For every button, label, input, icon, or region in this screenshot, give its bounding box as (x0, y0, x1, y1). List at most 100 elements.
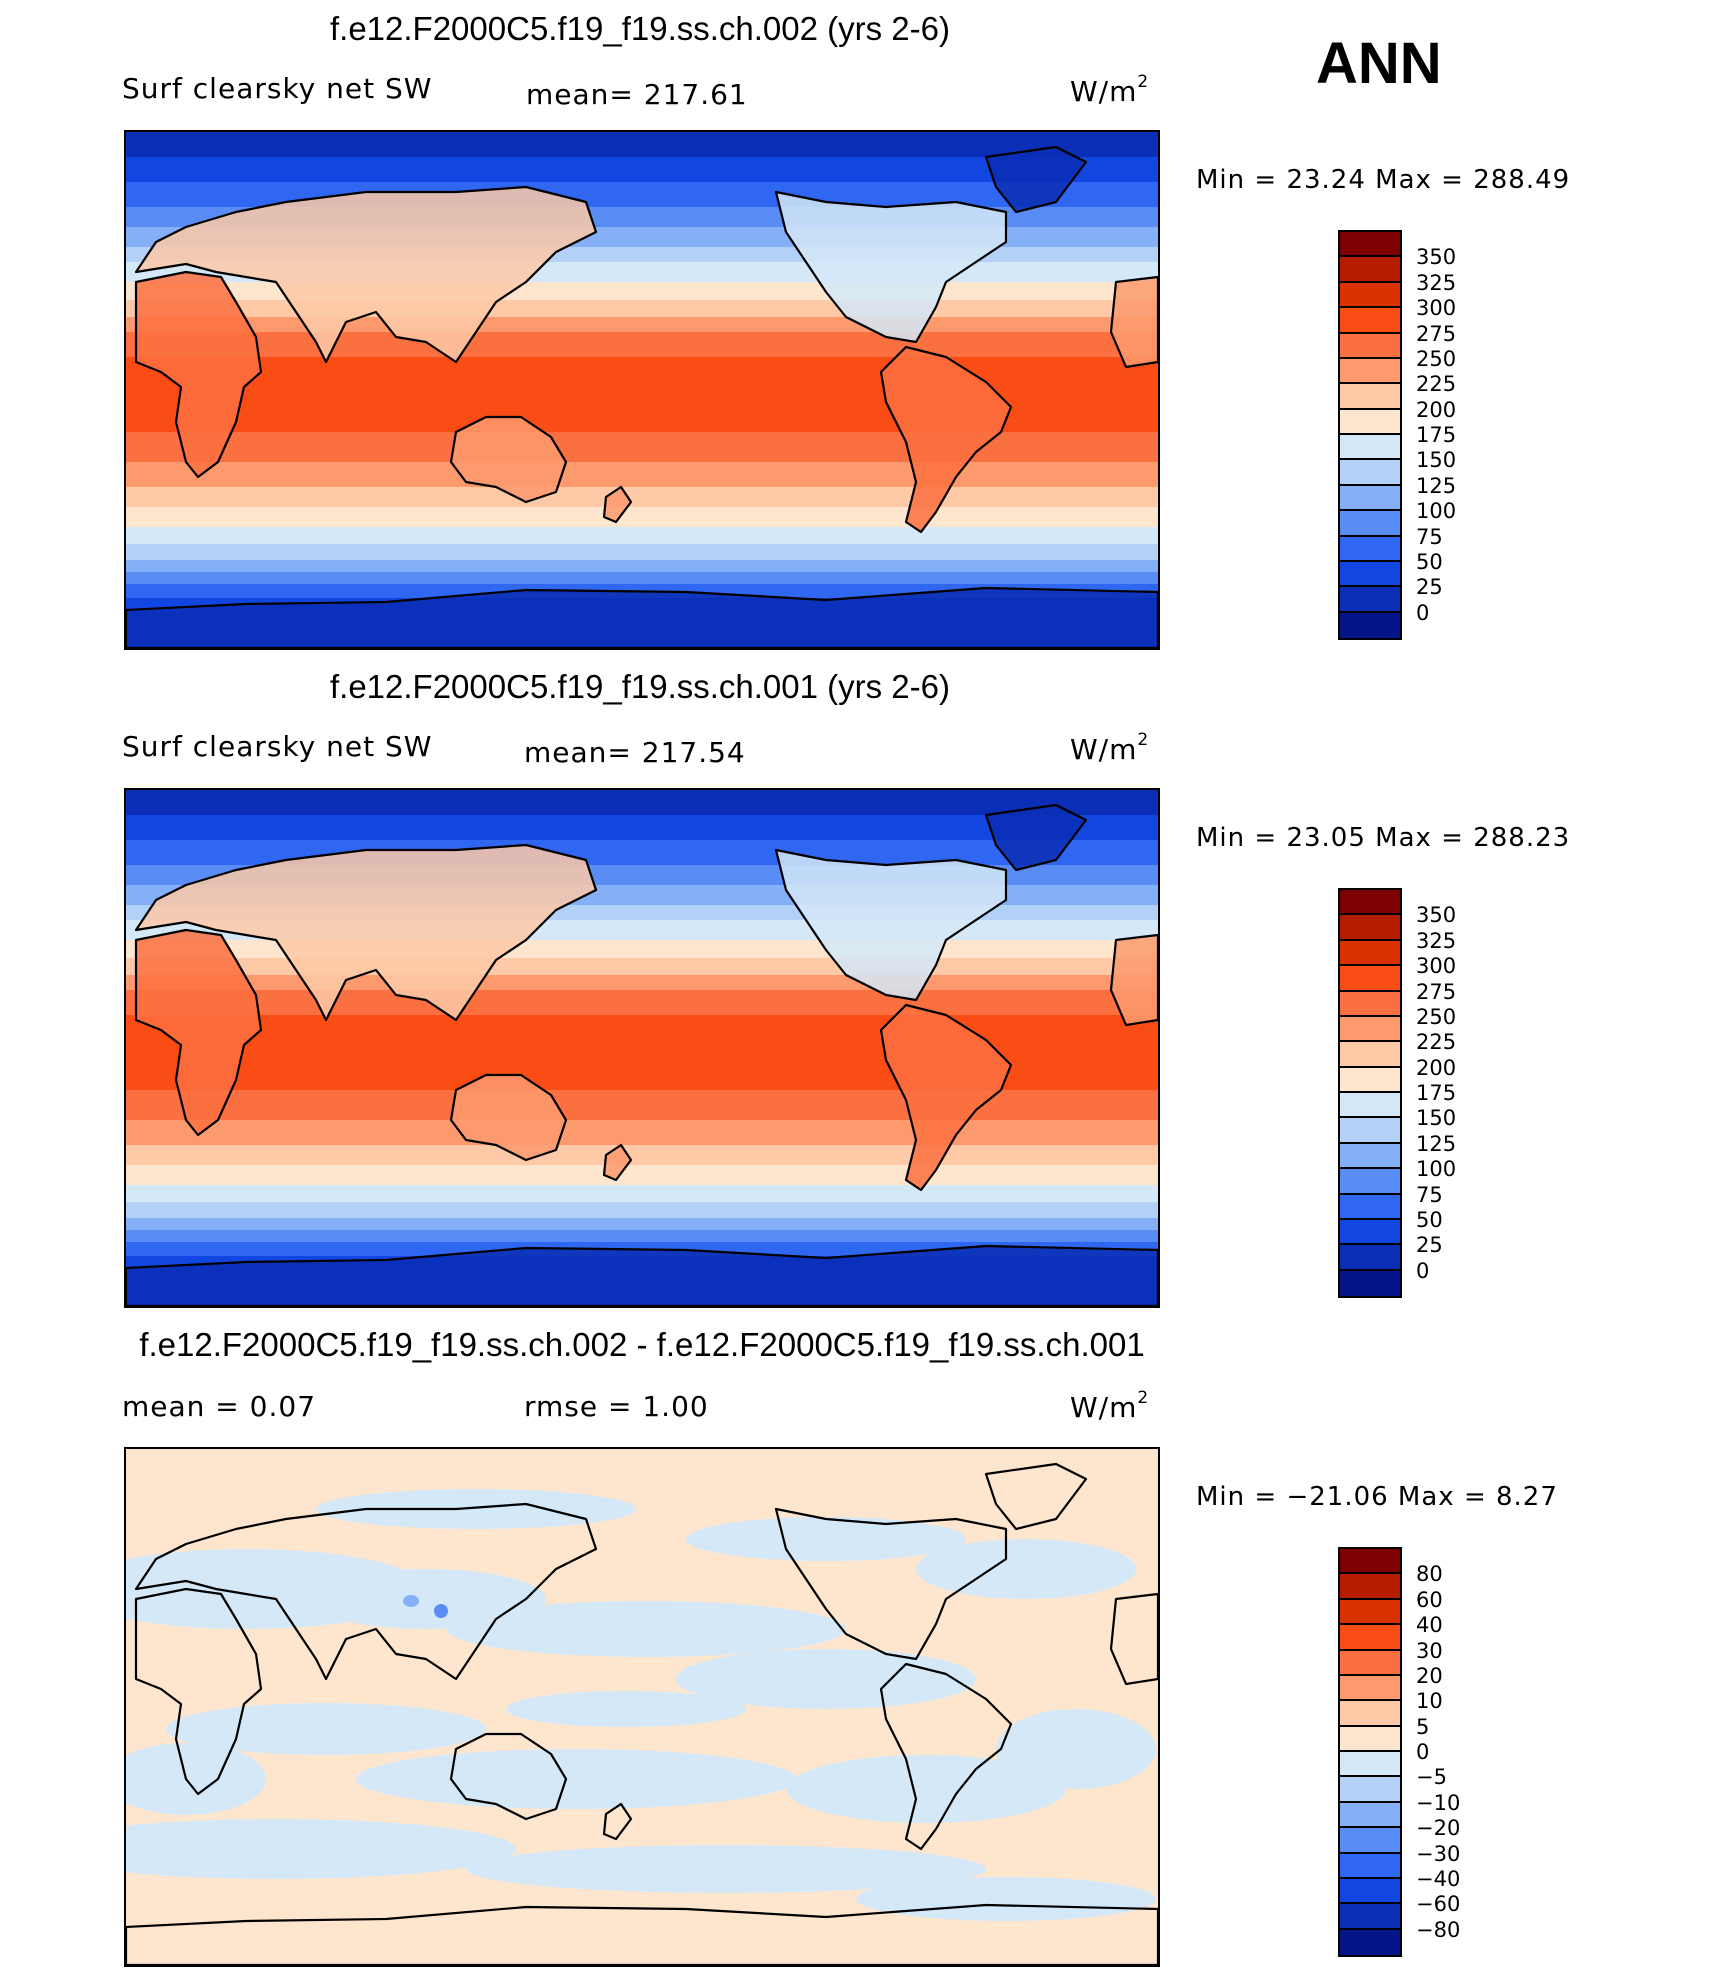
land-shade (881, 347, 1011, 532)
panel-3-colorbar-labels: 80 60 40 30 20 10 5 0 −5 −10 −20 −30 −40 −60 −80 (1416, 1547, 1536, 1957)
colorbar-swatch (1340, 1599, 1400, 1626)
panel-1-title: f.e12.F2000C5.f19_f19.ss.ch.002 (yrs 2-6… (329, 10, 950, 47)
colorbar-tick-label: −80 (1416, 1917, 1461, 1942)
colorbar-tick-label: 75 (1416, 524, 1443, 549)
colorbar-tick-label: 60 (1416, 1587, 1443, 1612)
colorbar-swatch (1340, 308, 1400, 334)
colorbar-swatch (1340, 587, 1400, 613)
colorbar-swatch (1340, 1042, 1400, 1068)
map-band (126, 527, 1158, 544)
panel-2-minmax: Min = 23.05 Max = 288.23 (1196, 823, 1571, 853)
colorbar-swatch (1340, 1067, 1400, 1093)
difference-blob (434, 1604, 448, 1618)
colorbar-tick-label: 0 (1416, 1740, 1430, 1764)
panel-1-map (124, 130, 1160, 650)
panel-2-variable: Surf clearsky net SW (122, 730, 433, 763)
colorbar-tick-label: 350 (1416, 245, 1457, 270)
coastline (134, 270, 263, 479)
colorbar-tick-label: 0 (1416, 600, 1430, 625)
coastline (134, 928, 263, 1137)
colorbar-swatch (1340, 1752, 1400, 1778)
map-band (126, 1230, 1158, 1242)
coastline (1109, 275, 1158, 369)
season-label: ANN (1316, 31, 1442, 96)
colorbar-tick-label: 20 (1416, 1663, 1443, 1688)
panel-1-colorbar (1338, 230, 1402, 640)
colorbar-tick-label: −20 (1416, 1816, 1461, 1841)
colorbar-swatch (1340, 536, 1400, 562)
colorbar-tick-label: 225 (1416, 1030, 1457, 1055)
difference-blob (856, 1877, 1156, 1921)
panel-3-map (124, 1447, 1160, 1967)
panel-2-map-svg (126, 790, 1158, 1306)
colorbar-tick-label: 250 (1416, 1004, 1457, 1029)
colorbar-swatch (1340, 1777, 1400, 1803)
coastline (879, 345, 1013, 534)
map-band (126, 462, 1158, 487)
colorbar-swatch (1340, 1853, 1400, 1879)
coastline (134, 185, 598, 364)
coastline (774, 848, 1008, 1002)
coastline (602, 1143, 633, 1182)
map-band (126, 1165, 1158, 1185)
land-shade (136, 930, 261, 1135)
colorbar-swatch (1340, 1093, 1400, 1119)
map-band (126, 332, 1158, 357)
land-shade (776, 192, 1006, 342)
map-band (126, 132, 1158, 157)
colorbar-swatch (1340, 460, 1400, 486)
colorbar-swatch (1340, 915, 1400, 941)
coastline (879, 1662, 1013, 1851)
land-shade (986, 805, 1086, 870)
colorbar-swatch (1340, 1878, 1400, 1905)
colorbar-swatch (1340, 384, 1400, 410)
coastline (602, 485, 633, 524)
land-shade (451, 1075, 566, 1160)
panel-3-minmax: Min = −21.06 Max = 8.27 (1196, 1482, 1558, 1512)
colorbar-swatch (1340, 1219, 1400, 1246)
colorbar-swatch (1340, 1549, 1400, 1575)
coastline (984, 1462, 1088, 1531)
land-shade (604, 1145, 631, 1180)
difference-blob (126, 1819, 516, 1879)
land-shade (881, 1005, 1011, 1190)
panel-1-units: W/m2 (1070, 72, 1150, 108)
colorbar-swatch (1340, 940, 1400, 967)
colorbar-swatch (1340, 991, 1400, 1017)
colorbar-swatch (1340, 1016, 1400, 1043)
colorbar-swatch (1340, 358, 1400, 385)
colorbar-tick-label: 275 (1416, 321, 1457, 346)
colorbar-swatch (1340, 1118, 1400, 1144)
colorbar-tick-label: 5 (1416, 1714, 1430, 1739)
colorbar-tick-label: 30 (1416, 1638, 1443, 1663)
colorbar-tick-label: 40 (1416, 1613, 1443, 1638)
panel-2-mean: mean= 217.54 (524, 736, 746, 769)
coastline (984, 145, 1088, 214)
map-band (126, 432, 1158, 462)
difference-blob (996, 1709, 1156, 1789)
colorbar-swatch (1340, 1650, 1400, 1676)
map-band (126, 572, 1158, 584)
colorbar-swatch (1340, 612, 1400, 638)
land-shade (604, 487, 631, 522)
colorbar-tick-label: 100 (1416, 1157, 1457, 1182)
map-band (126, 544, 1158, 560)
map-band (126, 1090, 1158, 1120)
colorbar-swatch (1340, 232, 1400, 258)
colorbar-tick-label: 100 (1416, 499, 1457, 524)
map-band (126, 487, 1158, 507)
panel-3-map-svg (126, 1449, 1158, 1965)
colorbar-tick-label: 10 (1416, 1689, 1443, 1714)
panel-2-colorbar (1338, 888, 1402, 1298)
land-shade (1111, 277, 1158, 367)
colorbar-tick-label: 275 (1416, 979, 1457, 1004)
panel-3-colorbar (1338, 1547, 1402, 1957)
map-band (126, 1202, 1158, 1218)
land-shade (986, 147, 1086, 212)
colorbar-tick-label: 350 (1416, 903, 1457, 928)
map-band (126, 300, 1158, 317)
colorbar-swatch (1340, 561, 1400, 588)
map-band (126, 975, 1158, 990)
colorbar-swatch (1340, 1194, 1400, 1220)
colorbar-tick-label: 150 (1416, 448, 1457, 473)
